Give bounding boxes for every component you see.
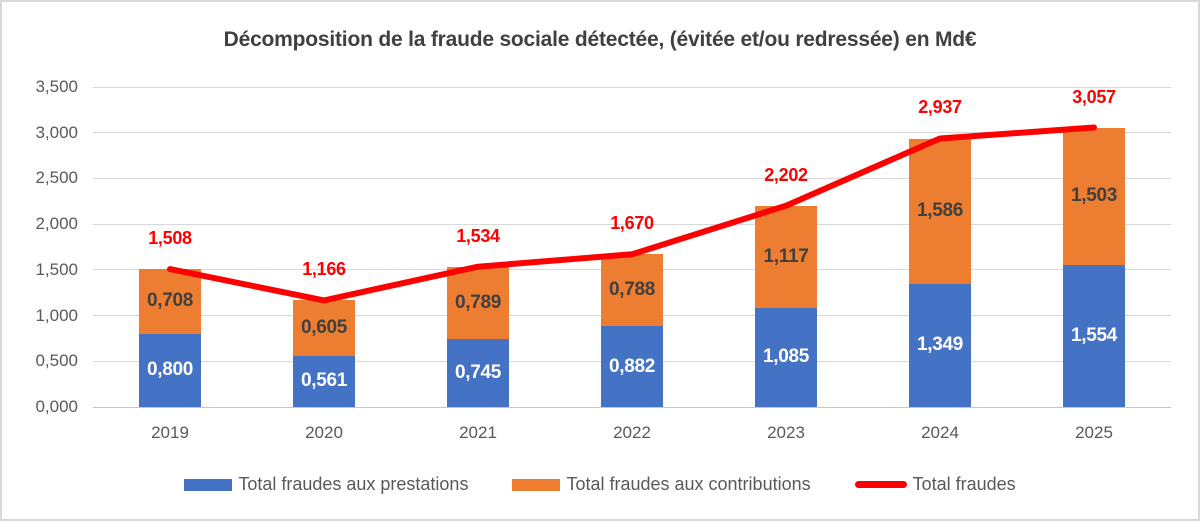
total-value-label-2025: 3,057	[1072, 86, 1116, 107]
bar-segment-prestations-2020: 0,561	[293, 355, 355, 407]
bar-segment-contributions-2019: 0,708	[139, 269, 201, 334]
gridline	[93, 406, 1171, 408]
y-axis-tick-label: 0,500	[35, 351, 78, 371]
bar-value-label: 0,745	[454, 361, 502, 383]
chart-title: Décomposition de la fraude sociale détec…	[223, 28, 977, 51]
total-line-swatch-icon	[854, 481, 907, 488]
x-axis-tick-label: 2020	[305, 423, 343, 442]
plot-area: 0,800 0,708 0,561 0,605 0,745 0,789 0,882 0,788…	[93, 86, 1171, 408]
legend-item-contributions: Total fraudes aux contributions	[512, 474, 811, 495]
total-value-label-2021: 1,534	[456, 225, 500, 246]
bar-value-label: 1,503	[1070, 185, 1118, 207]
gridline	[93, 86, 1171, 88]
bar-value-label: 0,788	[608, 279, 656, 301]
bar-value-label: 0,800	[146, 359, 194, 381]
x-axis-tick-label: 2019	[151, 423, 189, 442]
y-axis-tick-label: 3,500	[35, 77, 78, 96]
legend-item-total: Total fraudes	[854, 474, 1016, 495]
bar-value-label: 0,605	[300, 317, 348, 339]
y-axis-tick-label: 0,000	[35, 397, 78, 416]
contributions-swatch-icon	[512, 478, 561, 491]
bar-segment-contributions-2021: 0,789	[447, 266, 509, 339]
bar-segment-prestations-2025: 1,554	[1063, 264, 1125, 407]
bar-value-label: 1,554	[1070, 324, 1118, 346]
x-axis-tick-label: 2024	[921, 423, 959, 442]
legend-item-prestations: Total fraudes aux prestations	[184, 474, 468, 495]
gridline	[93, 177, 1171, 179]
bar-segment-prestations-2024: 1,349	[909, 283, 971, 407]
bar-value-label: 1,586	[916, 200, 964, 222]
x-axis-tick-label: 2023	[767, 423, 805, 442]
total-value-label-2022: 1,670	[610, 213, 654, 234]
total-value-label-2024: 2,937	[918, 97, 962, 118]
legend-label-total: Total fraudes	[912, 474, 1016, 494]
bar-value-label: 0,561	[300, 370, 348, 392]
x-axis-tick-label: 2025	[1075, 423, 1113, 442]
bar-segment-contributions-2020: 0,605	[293, 300, 355, 356]
bar-segment-prestations-2021: 0,745	[447, 338, 509, 407]
bar-segment-prestations-2023: 1,085	[755, 307, 817, 407]
bar-value-label: 0,882	[608, 355, 656, 377]
bar-segment-contributions-2023: 1,117	[755, 205, 817, 308]
gridline	[93, 132, 1171, 134]
bar-segment-prestations-2019: 0,800	[139, 333, 201, 407]
bar-value-label: 1,349	[916, 334, 964, 356]
bar-value-label: 0,708	[146, 290, 194, 312]
bar-value-label: 0,789	[454, 291, 502, 313]
y-axis-tick-label: 2,500	[35, 168, 78, 188]
y-axis-tick-label: 1,000	[35, 305, 78, 325]
total-value-label-2019: 1,508	[148, 228, 192, 249]
x-axis-tick-label: 2021	[459, 423, 497, 442]
y-axis-tick-label: 2,000	[35, 214, 78, 234]
legend-label-contributions: Total fraudes aux contributions	[566, 474, 811, 494]
bar-segment-contributions-2022: 0,788	[601, 254, 663, 327]
bar-segment-contributions-2025: 1,503	[1063, 127, 1125, 265]
legend-label-prestations: Total fraudes aux prestations	[238, 474, 469, 494]
bar-segment-contributions-2024: 1,586	[909, 138, 971, 284]
y-axis-tick-label: 3,000	[35, 122, 78, 142]
total-value-label-2023: 2,202	[764, 164, 808, 185]
bar-value-label: 1,117	[763, 245, 809, 267]
legend: Total fraudes aux prestations Total frau…	[2, 474, 1198, 495]
bar-segment-prestations-2022: 0,882	[601, 326, 663, 407]
x-axis-tick-label: 2022	[613, 423, 651, 442]
prestations-swatch-icon	[184, 478, 233, 491]
y-axis-tick-label: 1,500	[35, 259, 78, 279]
total-value-label-2020: 1,166	[302, 259, 346, 280]
bar-value-label: 1,085	[762, 346, 810, 368]
